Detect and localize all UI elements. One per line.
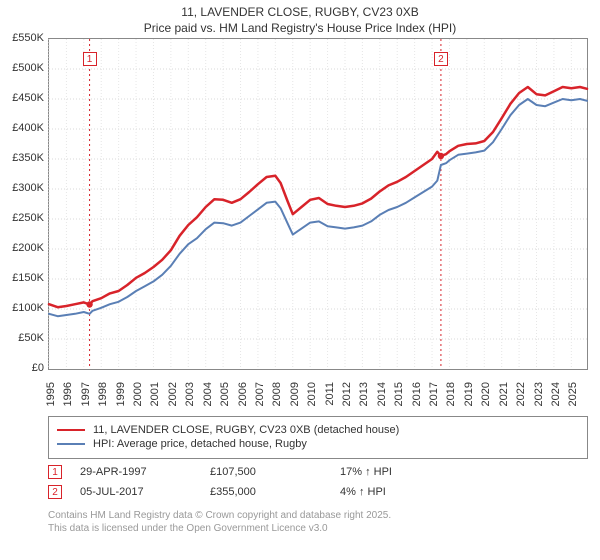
y-tick-label: £550K bbox=[12, 32, 44, 44]
x-tick-label: 1996 bbox=[62, 382, 74, 406]
sale-row: 2 05-JUL-2017£355,0004% ↑ HPI bbox=[48, 482, 588, 502]
sale-price: £107,500 bbox=[210, 466, 340, 478]
x-tick-label: 2011 bbox=[324, 382, 336, 406]
x-tick-label: 2021 bbox=[498, 382, 510, 406]
sales-table: 1 29-APR-1997£107,50017% ↑ HPI 2 05-JUL-201… bbox=[48, 462, 588, 502]
x-tick-label: 2014 bbox=[376, 382, 388, 406]
y-tick-label: £300K bbox=[12, 182, 44, 194]
x-tick-label: 2006 bbox=[237, 382, 249, 406]
chart-title: 11, LAVENDER CLOSE, RUGBY, CV23 0XB Pric… bbox=[0, 0, 600, 36]
x-tick-label: 1999 bbox=[115, 382, 127, 406]
x-tick-label: 2020 bbox=[480, 382, 492, 406]
x-tick-label: 2024 bbox=[550, 382, 562, 406]
y-tick-label: £400K bbox=[12, 122, 44, 134]
footnote-line-1: Contains HM Land Registry data © Crown c… bbox=[48, 510, 588, 523]
title-line-1: 11, LAVENDER CLOSE, RUGBY, CV23 0XB bbox=[0, 4, 600, 20]
legend-swatch-blue bbox=[57, 443, 85, 445]
chart-container: 11, LAVENDER CLOSE, RUGBY, CV23 0XB Pric… bbox=[0, 0, 600, 560]
sale-marker-badge: 2 bbox=[48, 485, 62, 499]
x-tick-label: 2023 bbox=[533, 382, 545, 406]
legend-item-blue: HPI: Average price, detached house, Rugb… bbox=[57, 438, 579, 450]
footnote: Contains HM Land Registry data © Crown c… bbox=[48, 510, 588, 535]
x-tick-label: 1995 bbox=[45, 382, 57, 406]
x-tick-label: 2008 bbox=[271, 382, 283, 406]
sale-date: 29-APR-1997 bbox=[80, 466, 210, 478]
x-tick-label: 2000 bbox=[132, 382, 144, 406]
x-tick-label: 2022 bbox=[515, 382, 527, 406]
legend-label-blue: HPI: Average price, detached house, Rugb… bbox=[93, 438, 307, 450]
x-tick-label: 1998 bbox=[97, 382, 109, 406]
x-axis: 1995 1996 1997 1998 1999 2000 2001 2002 2003 2004… bbox=[48, 370, 588, 408]
x-tick-label: 2017 bbox=[428, 382, 440, 406]
x-tick-label: 2016 bbox=[411, 382, 423, 406]
plot-area: 12 bbox=[48, 38, 588, 370]
x-tick-label: 2003 bbox=[184, 382, 196, 406]
y-tick-label: £100K bbox=[12, 302, 44, 314]
x-tick-label: 2005 bbox=[219, 382, 231, 406]
sale-hpi: 4% ↑ HPI bbox=[340, 486, 470, 498]
x-tick-label: 2010 bbox=[306, 382, 318, 406]
sale-date: 05-JUL-2017 bbox=[80, 486, 210, 498]
x-tick-label: 2013 bbox=[358, 382, 370, 406]
x-tick-label: 2002 bbox=[167, 382, 179, 406]
x-tick-label: 2012 bbox=[341, 382, 353, 406]
sale-marker-1: 1 bbox=[83, 52, 97, 66]
sale-row: 1 29-APR-1997£107,50017% ↑ HPI bbox=[48, 462, 588, 482]
x-tick-label: 2007 bbox=[254, 382, 266, 406]
legend: 11, LAVENDER CLOSE, RUGBY, CV23 0XB (det… bbox=[48, 416, 588, 459]
x-tick-label: 1997 bbox=[80, 382, 92, 406]
chart-area: £0 £50K £100K £150K £200K £250K £300K £350K £400… bbox=[0, 38, 600, 408]
y-tick-label: £450K bbox=[12, 92, 44, 104]
sale-hpi: 17% ↑ HPI bbox=[340, 466, 470, 478]
x-tick-label: 2015 bbox=[393, 382, 405, 406]
sale-marker-badge: 1 bbox=[48, 465, 62, 479]
y-tick-label: £350K bbox=[12, 152, 44, 164]
plot-svg bbox=[49, 39, 587, 369]
legend-swatch-red bbox=[57, 429, 85, 431]
y-tick-label: £150K bbox=[12, 272, 44, 284]
y-axis: £0 £50K £100K £150K £200K £250K £300K £350K £400… bbox=[0, 38, 46, 373]
legend-label-red: 11, LAVENDER CLOSE, RUGBY, CV23 0XB (det… bbox=[93, 424, 399, 436]
title-line-2: Price paid vs. HM Land Registry's House … bbox=[0, 20, 600, 36]
x-tick-label: 2004 bbox=[202, 382, 214, 406]
footnote-line-2: This data is licensed under the Open Gov… bbox=[48, 523, 588, 536]
legend-item-red: 11, LAVENDER CLOSE, RUGBY, CV23 0XB (det… bbox=[57, 424, 579, 436]
x-tick-label: 2025 bbox=[567, 382, 579, 406]
x-tick-label: 2009 bbox=[289, 382, 301, 406]
y-tick-label: £250K bbox=[12, 212, 44, 224]
sale-price: £355,000 bbox=[210, 486, 340, 498]
y-tick-label: £200K bbox=[12, 242, 44, 254]
sale-marker-2: 2 bbox=[434, 52, 448, 66]
x-tick-label: 2019 bbox=[463, 382, 475, 406]
y-tick-label: £50K bbox=[18, 332, 44, 344]
x-tick-label: 2018 bbox=[445, 382, 457, 406]
y-tick-label: £500K bbox=[12, 62, 44, 74]
x-tick-label: 2001 bbox=[149, 382, 161, 406]
y-tick-label: £0 bbox=[32, 362, 44, 374]
